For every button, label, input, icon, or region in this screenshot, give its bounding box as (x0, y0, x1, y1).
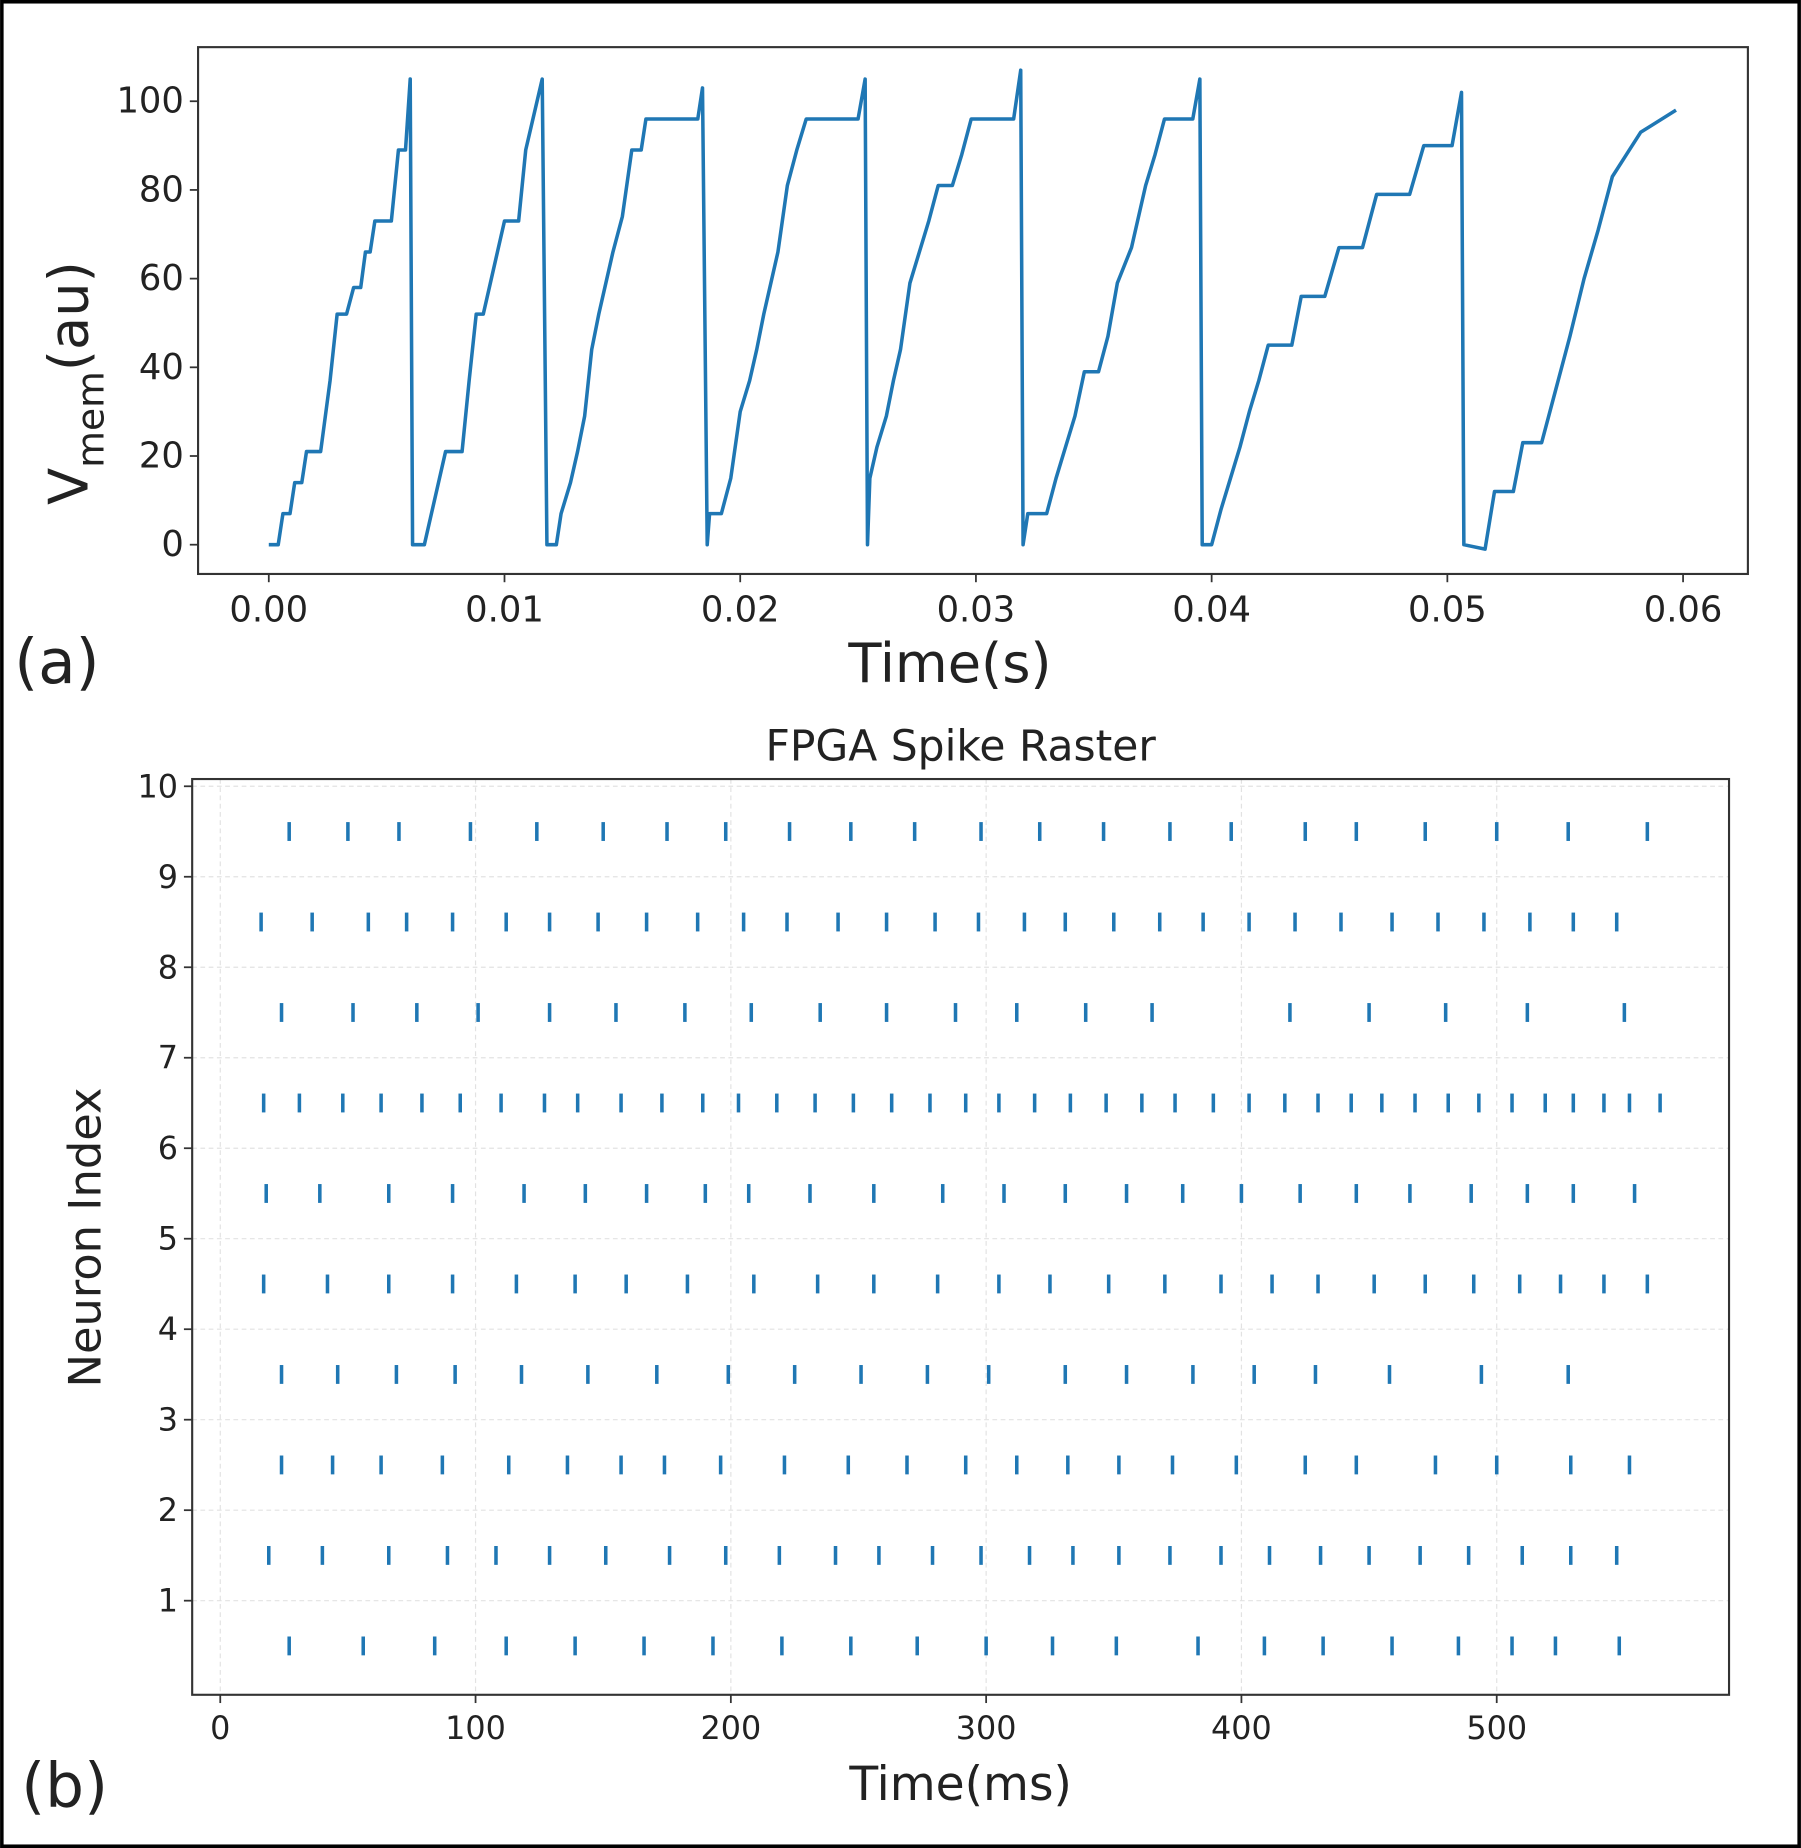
y-tick-label: 1 (158, 1582, 178, 1620)
y-tick-label: 4 (158, 1310, 178, 1348)
x-tick-label: 100 (445, 1709, 506, 1747)
y-label-sub: mem (68, 371, 112, 468)
y-tick-label: 9 (158, 858, 178, 896)
y-tick-label: 40 (139, 347, 184, 388)
y-tick-label: 80 (139, 169, 184, 210)
x-tick-label: 0.03 (937, 589, 1016, 630)
y-tick-label: 6 (158, 1129, 178, 1167)
x-tick-label: 0.05 (1408, 589, 1487, 630)
y-tick-label: 100 (116, 81, 183, 122)
plot-frame (191, 777, 1731, 1696)
x-tick-label: 0.00 (229, 589, 308, 630)
panel-label: (a) (14, 627, 99, 698)
y-tick-label: 8 (158, 948, 178, 986)
y-axis-label: Neuron Index (58, 1087, 111, 1387)
x-tick-label: 0.01 (465, 589, 544, 630)
y-tick-label: 5 (158, 1220, 178, 1258)
y-tick-label: 20 (139, 436, 184, 477)
x-axis-label: Time(ms) (848, 1757, 1072, 1812)
x-tick-label: 0.06 (1644, 589, 1723, 630)
x-tick-label: 0.02 (701, 589, 780, 630)
x-axis-label: Time(s) (847, 632, 1051, 695)
y-tick-label: 0 (161, 524, 184, 565)
x-tick-label: 0 (210, 1709, 230, 1747)
x-tick-label: 400 (1211, 1709, 1272, 1747)
chart-title: FPGA Spike Raster (765, 723, 1156, 772)
y-tick-label: 60 (139, 258, 184, 299)
plot-frame (197, 46, 1749, 576)
y-tick-label: 10 (138, 767, 178, 805)
panel-label: (b) (21, 1751, 108, 1822)
x-tick-label: 200 (700, 1709, 761, 1747)
y-axis-label: Vmem(au) (37, 261, 113, 505)
x-tick-label: 300 (956, 1709, 1017, 1747)
y-tick-label: 7 (158, 1039, 178, 1077)
y-tick-label: 2 (158, 1491, 178, 1529)
x-tick-label: 0.04 (1172, 589, 1251, 630)
data-line (268, 68, 1677, 551)
y-tick-label: 3 (158, 1401, 178, 1439)
x-tick-label: 500 (1466, 1709, 1527, 1747)
y-label-base: V (37, 468, 100, 505)
y-label-unit: (au) (37, 261, 100, 371)
